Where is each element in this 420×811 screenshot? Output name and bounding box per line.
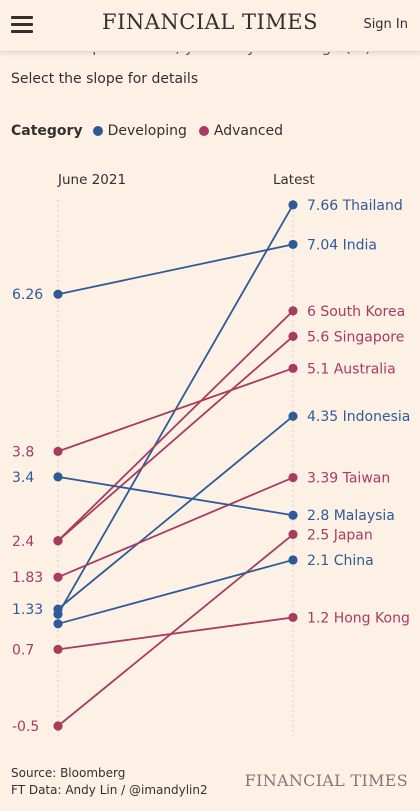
slope-line-japan[interactable]: [57, 533, 294, 727]
slope-line-australia[interactable]: [57, 367, 294, 453]
legend-label-developing: Developing: [107, 123, 187, 139]
slope-line-malaysia[interactable]: [57, 476, 294, 517]
left-value-label: 6.26: [12, 287, 43, 303]
legend-label-advanced: Advanced: [213, 123, 284, 139]
hamburger-menu-icon[interactable]: [11, 16, 33, 34]
footer-brand-logo: FINANCIAL TIMES: [244, 771, 408, 790]
slope-line-south-korea[interactable]: [57, 310, 294, 542]
source-note: Source: Bloomberg: [11, 766, 126, 780]
right-value-label: 5.1 Australia: [307, 361, 396, 377]
chart-instruction: Select the slope for details: [11, 71, 199, 87]
point-end-india: [288, 239, 298, 250]
right-value-label: 2.5 Japan: [307, 527, 373, 543]
legend-swatch-developing: [92, 126, 103, 136]
point-end-malaysia: [288, 510, 298, 520]
right-value-label: 6 South Korea: [307, 304, 405, 320]
point-start-hong-kong: [53, 644, 63, 654]
slope-line-taiwan[interactable]: [57, 476, 294, 579]
point-start-australia: [53, 446, 63, 456]
left-value-label: 1.33: [12, 602, 43, 618]
left-value-label: 2.4: [12, 534, 34, 550]
point-end-australia: [288, 363, 298, 373]
top-navigation-bar: FINANCIAL TIMES Sign In: [0, 0, 420, 52]
left-value-label: 3.8: [12, 444, 34, 460]
slope-line-indonesia[interactable]: [57, 415, 294, 610]
sign-in-link[interactable]: Sign In: [363, 17, 408, 32]
right-value-label: 2.8 Malaysia: [307, 508, 395, 524]
point-start-china: [53, 619, 63, 629]
point-end-taiwan: [288, 472, 298, 483]
point-start-singapore: [53, 536, 63, 546]
point-start-india: [53, 289, 63, 299]
slope-line-india[interactable]: [57, 243, 294, 296]
point-start-japan: [53, 721, 63, 731]
column-header-right: Latest: [273, 172, 315, 188]
legend-item-advanced[interactable]: Advanced: [198, 123, 284, 139]
point-end-hong-kong: [288, 612, 298, 623]
legend-swatch-advanced: [198, 126, 209, 136]
column-header-left: June 2021: [58, 172, 127, 188]
point-start-taiwan: [53, 572, 63, 582]
slope-line-china[interactable]: [57, 559, 294, 625]
right-value-label: 7.04 India: [307, 237, 377, 253]
left-value-label: 3.4: [12, 470, 34, 486]
point-start-indonesia: [53, 604, 63, 614]
legend-title: Category: [11, 123, 83, 139]
point-end-singapore: [288, 331, 298, 341]
right-value-label: 1.2 Hong Kong: [307, 610, 410, 626]
point-start-malaysia: [53, 472, 63, 482]
right-value-label: 2.1 China: [307, 553, 374, 569]
chart-footer: Source: Bloomberg FT Data: Andy Lin / @i…: [11, 765, 208, 799]
left-value-label: -0.5: [12, 719, 39, 735]
slope-line-hong-kong[interactable]: [57, 616, 294, 651]
point-end-indonesia: [288, 411, 298, 421]
right-value-label: 4.35 Indonesia: [307, 409, 410, 425]
data-credit: FT Data: Andy Lin / @imandylin2: [11, 783, 208, 797]
legend-item-developing[interactable]: Developing: [92, 123, 187, 139]
point-end-thailand: [288, 200, 298, 210]
right-value-label: 7.66 Thailand: [307, 198, 403, 214]
point-end-japan: [288, 529, 298, 539]
point-end-south-korea: [288, 306, 298, 316]
chart-legend: Category Developing Advanced: [11, 123, 295, 139]
point-end-china: [288, 555, 298, 565]
slope-line-singapore[interactable]: [57, 335, 294, 542]
left-value-label: 1.83: [12, 570, 43, 586]
right-value-label: 5.6 Singapore: [307, 329, 404, 345]
masthead-logo: FINANCIAL TIMES: [102, 10, 318, 34]
left-value-label: 0.7: [12, 642, 34, 658]
right-value-label: 3.39 Taiwan: [307, 471, 390, 487]
